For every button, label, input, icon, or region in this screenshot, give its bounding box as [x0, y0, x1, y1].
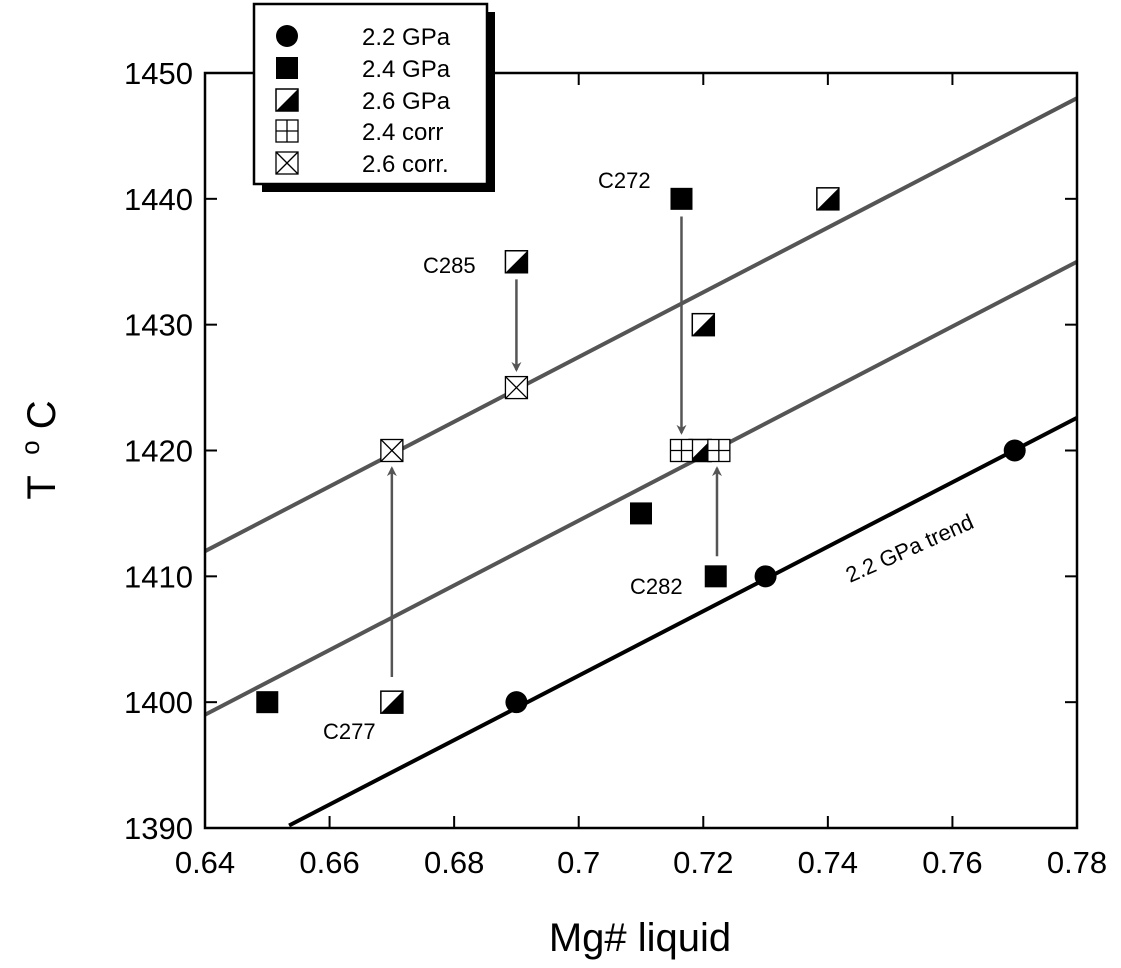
x-tick-label: 0.7 [557, 845, 600, 880]
x-axis-title: Mg# liquid [549, 916, 731, 960]
y-tick-label: 1440 [124, 182, 193, 217]
marker-half-fill [380, 691, 403, 714]
y-axis-title: T o C [4, 400, 64, 499]
legend-label-2-2-gpa: 2.2 GPa [362, 24, 451, 51]
marker-half-fill [816, 187, 839, 210]
legend-marker-circle [276, 25, 298, 47]
y-axis-title-main: T [20, 476, 64, 500]
marker-half-fill [689, 439, 712, 462]
y-tick-label: 1400 [124, 685, 193, 720]
x-tick-label: 0.64 [175, 845, 235, 880]
trend-lines [204, 96, 1078, 828]
label-c285: C285 [423, 253, 476, 278]
data-points [256, 187, 1026, 714]
x-tick-label: 0.72 [673, 845, 733, 880]
data-point-half [380, 690, 404, 714]
data-point-x-box [380, 438, 404, 463]
y-axis-title-degree: o [15, 440, 45, 454]
x-tick-label: 0.78 [1047, 845, 1107, 880]
marker-x-d2 [380, 439, 404, 462]
data-point-x-box [504, 375, 529, 400]
legend-label-2-6-corr: 2.6 corr. [362, 151, 449, 178]
y-tick-label: 1390 [124, 811, 193, 846]
data-point-half [504, 250, 529, 274]
marker-half-fill [692, 313, 715, 336]
marker-square [630, 502, 652, 525]
label-c272: C272 [598, 168, 651, 193]
data-point-circle [1003, 439, 1026, 462]
y-tick-label: 1450 [124, 56, 193, 91]
trend-label-2-2-gpa: 2.2 GPa trend [842, 509, 977, 588]
marker-circle [505, 691, 528, 714]
marker-x-d2 [504, 376, 528, 400]
svg-text:T o C: T o C [4, 400, 64, 499]
trend-line [204, 96, 1078, 553]
legend-marker-x-box [275, 151, 299, 175]
label-c277: C277 [323, 719, 376, 744]
marker-square [704, 565, 727, 588]
marker-circle [276, 25, 298, 47]
trend-line [288, 416, 1078, 828]
legend-marker-half [275, 88, 299, 112]
y-tick-label: 1420 [124, 434, 193, 469]
marker-half-fill [276, 89, 298, 111]
data-point-square [256, 691, 279, 714]
marker-square [276, 57, 298, 79]
x-tick-label: 0.76 [922, 845, 982, 880]
marker-circle [1003, 439, 1026, 462]
legend-label-2-6-gpa: 2.6 GPa [362, 88, 451, 115]
marker-x-d2 [275, 151, 299, 175]
trend-line [204, 259, 1078, 717]
y-tick-label: 1430 [124, 308, 193, 343]
data-point-plus-box [707, 438, 731, 463]
legend: 2.2 GPa 2.4 GPa 2.6 GPa 2.4 corr 2.6 cor… [252, 2, 495, 192]
data-point-half [816, 187, 840, 211]
data-point-circle [505, 691, 528, 714]
data-point-circle [754, 565, 777, 588]
marker-square [670, 187, 693, 210]
legend-label-2-4-gpa: 2.4 GPa [362, 56, 451, 83]
correction-arrows [386, 216, 722, 677]
marker-half-fill [505, 250, 528, 273]
y-tick-label: 1410 [124, 559, 193, 594]
x-tick-label: 0.66 [299, 845, 359, 880]
y-axis-title-unit: C [20, 400, 64, 429]
x-tick-label: 0.68 [424, 845, 484, 880]
data-point-square [630, 502, 652, 525]
data-point-square [704, 565, 727, 588]
data-point-square [670, 187, 693, 210]
label-c282: C282 [630, 574, 683, 599]
data-point-half [691, 312, 716, 337]
data-point-plus-box [669, 438, 694, 463]
axis-ticks: 0.64 0.66 0.68 0.7 0.72 0.74 0.76 0.78 1390 1400 1… [124, 56, 1107, 880]
marker-circle [754, 565, 777, 588]
legend-marker-square [276, 57, 298, 79]
legend-markers [275, 25, 299, 175]
x-tick-label: 0.74 [798, 845, 858, 880]
legend-label-2-4-corr: 2.4 corr [362, 119, 443, 146]
legend-marker-plus-box [275, 119, 299, 143]
marker-square [256, 691, 279, 714]
